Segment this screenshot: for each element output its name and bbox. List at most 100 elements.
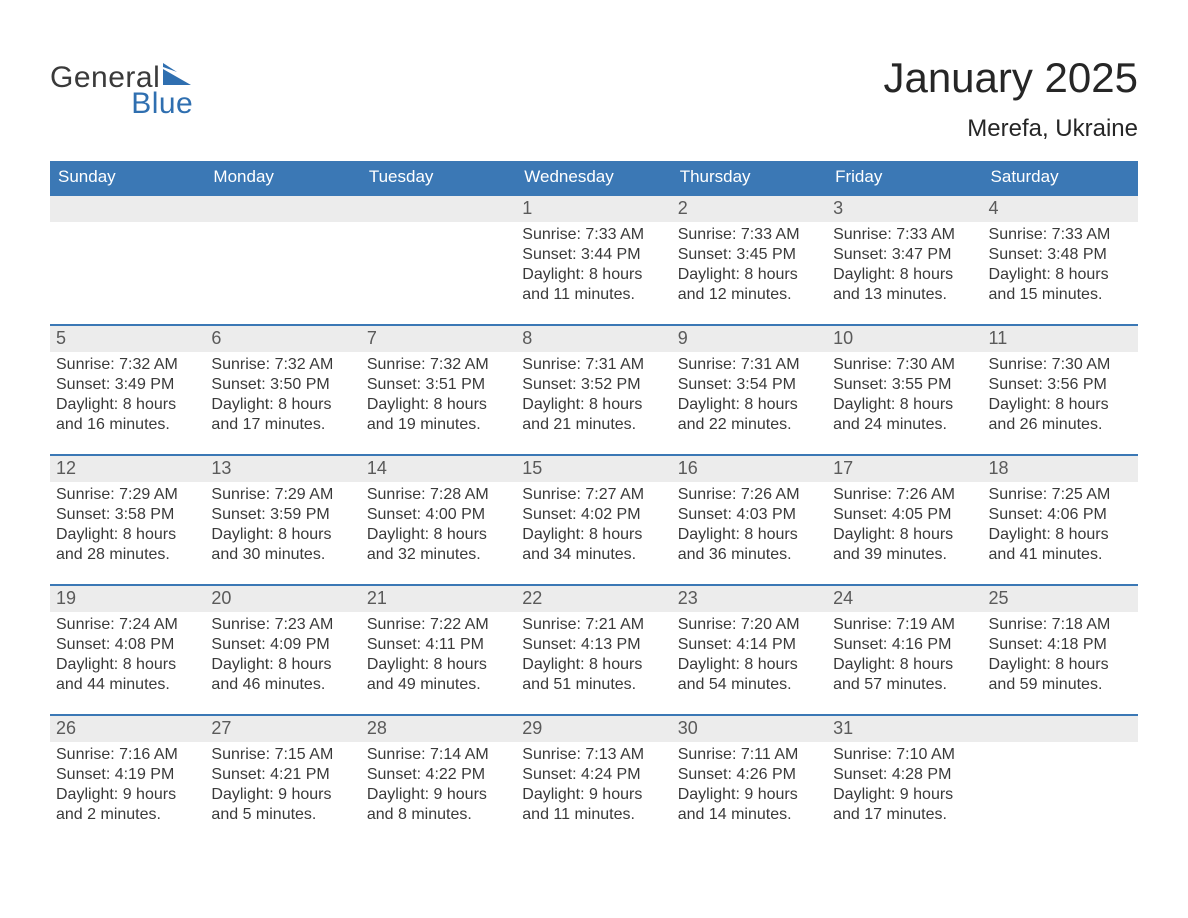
day-line: Sunrise: 7:26 AM xyxy=(833,485,976,505)
day-body-row: Sunrise: 7:29 AMSunset: 3:58 PMDaylight:… xyxy=(50,482,1138,584)
day-body: Sunrise: 7:27 AMSunset: 4:02 PMDaylight:… xyxy=(516,482,671,576)
day-number: 21 xyxy=(361,586,516,612)
day-line: Daylight: 8 hours xyxy=(833,655,976,675)
day-body-row: Sunrise: 7:24 AMSunset: 4:08 PMDaylight:… xyxy=(50,612,1138,714)
logo-text: General Blue xyxy=(50,61,193,119)
day-number: 11 xyxy=(983,326,1138,352)
day-body: Sunrise: 7:29 AMSunset: 3:58 PMDaylight:… xyxy=(50,482,205,576)
day-line: Sunset: 3:45 PM xyxy=(678,245,821,265)
day-body: Sunrise: 7:14 AMSunset: 4:22 PMDaylight:… xyxy=(361,742,516,836)
day-line: Sunrise: 7:10 AM xyxy=(833,745,976,765)
day-line: Sunrise: 7:23 AM xyxy=(211,615,354,635)
day-number: 3 xyxy=(827,196,982,222)
day-number: 25 xyxy=(983,586,1138,612)
day-line: Sunrise: 7:31 AM xyxy=(522,355,665,375)
day-number: 4 xyxy=(983,196,1138,222)
day-body xyxy=(50,222,205,316)
day-line: Sunrise: 7:22 AM xyxy=(367,615,510,635)
day-line: and 30 minutes. xyxy=(211,545,354,565)
week-row: 262728293031Sunrise: 7:16 AMSunset: 4:19… xyxy=(50,714,1138,844)
day-line: Sunset: 4:28 PM xyxy=(833,765,976,785)
day-line: and 14 minutes. xyxy=(678,805,821,825)
day-line: Sunrise: 7:29 AM xyxy=(56,485,199,505)
day-line: and 13 minutes. xyxy=(833,285,976,305)
day-line: Sunset: 4:06 PM xyxy=(989,505,1132,525)
day-line: and 41 minutes. xyxy=(989,545,1132,565)
day-line: Daylight: 8 hours xyxy=(522,265,665,285)
day-line: Daylight: 8 hours xyxy=(989,395,1132,415)
day-body: Sunrise: 7:10 AMSunset: 4:28 PMDaylight:… xyxy=(827,742,982,836)
day-line: Daylight: 8 hours xyxy=(211,655,354,675)
day-number: 26 xyxy=(50,716,205,742)
day-line: Sunrise: 7:31 AM xyxy=(678,355,821,375)
day-line: Sunset: 3:49 PM xyxy=(56,375,199,395)
day-line: Sunset: 4:09 PM xyxy=(211,635,354,655)
day-line: Sunset: 4:13 PM xyxy=(522,635,665,655)
day-line: Sunset: 4:02 PM xyxy=(522,505,665,525)
title-block: January 2025 Merefa, Ukraine xyxy=(883,55,1138,143)
day-number: 31 xyxy=(827,716,982,742)
day-line: Daylight: 8 hours xyxy=(522,655,665,675)
weeks-container: 1234Sunrise: 7:33 AMSunset: 3:44 PMDayli… xyxy=(50,194,1138,844)
day-line: and 21 minutes. xyxy=(522,415,665,435)
day-line: Daylight: 8 hours xyxy=(989,525,1132,545)
logo-word2: Blue xyxy=(50,89,193,119)
day-line: Daylight: 9 hours xyxy=(522,785,665,805)
day-line: and 22 minutes. xyxy=(678,415,821,435)
day-number: 27 xyxy=(205,716,360,742)
day-line: Sunrise: 7:11 AM xyxy=(678,745,821,765)
day-body: Sunrise: 7:32 AMSunset: 3:49 PMDaylight:… xyxy=(50,352,205,446)
day-body: Sunrise: 7:23 AMSunset: 4:09 PMDaylight:… xyxy=(205,612,360,706)
day-line: and 32 minutes. xyxy=(367,545,510,565)
day-line: and 2 minutes. xyxy=(56,805,199,825)
day-body: Sunrise: 7:21 AMSunset: 4:13 PMDaylight:… xyxy=(516,612,671,706)
day-line: Sunrise: 7:33 AM xyxy=(989,225,1132,245)
day-line: Daylight: 9 hours xyxy=(56,785,199,805)
day-line: Daylight: 8 hours xyxy=(367,395,510,415)
day-number-row: 19202122232425 xyxy=(50,586,1138,612)
day-line: Sunrise: 7:21 AM xyxy=(522,615,665,635)
day-line: Daylight: 8 hours xyxy=(367,525,510,545)
day-number: 1 xyxy=(516,196,671,222)
month-title: January 2025 xyxy=(883,55,1138,101)
day-line: Sunrise: 7:19 AM xyxy=(833,615,976,635)
day-body-row: Sunrise: 7:16 AMSunset: 4:19 PMDaylight:… xyxy=(50,742,1138,844)
day-line: Sunset: 3:48 PM xyxy=(989,245,1132,265)
week-row: 1234Sunrise: 7:33 AMSunset: 3:44 PMDayli… xyxy=(50,194,1138,324)
day-line: and 51 minutes. xyxy=(522,675,665,695)
day-line: and 11 minutes. xyxy=(522,805,665,825)
day-line: Daylight: 8 hours xyxy=(522,395,665,415)
day-line: and 49 minutes. xyxy=(367,675,510,695)
day-line: and 59 minutes. xyxy=(989,675,1132,695)
day-line: Sunrise: 7:26 AM xyxy=(678,485,821,505)
day-number-row: 1234 xyxy=(50,196,1138,222)
day-body: Sunrise: 7:30 AMSunset: 3:56 PMDaylight:… xyxy=(983,352,1138,446)
day-body: Sunrise: 7:26 AMSunset: 4:05 PMDaylight:… xyxy=(827,482,982,576)
day-line: Sunset: 4:00 PM xyxy=(367,505,510,525)
day-number xyxy=(50,196,205,222)
day-body: Sunrise: 7:11 AMSunset: 4:26 PMDaylight:… xyxy=(672,742,827,836)
day-number: 5 xyxy=(50,326,205,352)
day-number: 14 xyxy=(361,456,516,482)
day-line: Sunrise: 7:16 AM xyxy=(56,745,199,765)
day-line: and 36 minutes. xyxy=(678,545,821,565)
day-body xyxy=(361,222,516,316)
day-line: Sunset: 4:16 PM xyxy=(833,635,976,655)
day-line: Daylight: 9 hours xyxy=(833,785,976,805)
day-body: Sunrise: 7:33 AMSunset: 3:45 PMDaylight:… xyxy=(672,222,827,316)
day-number: 29 xyxy=(516,716,671,742)
day-body: Sunrise: 7:31 AMSunset: 3:52 PMDaylight:… xyxy=(516,352,671,446)
day-line: Daylight: 9 hours xyxy=(211,785,354,805)
day-line: Sunrise: 7:24 AM xyxy=(56,615,199,635)
day-body: Sunrise: 7:13 AMSunset: 4:24 PMDaylight:… xyxy=(516,742,671,836)
day-number: 13 xyxy=(205,456,360,482)
day-line: and 54 minutes. xyxy=(678,675,821,695)
day-line: and 15 minutes. xyxy=(989,285,1132,305)
day-body: Sunrise: 7:28 AMSunset: 4:00 PMDaylight:… xyxy=(361,482,516,576)
day-line: Daylight: 8 hours xyxy=(678,525,821,545)
day-body: Sunrise: 7:22 AMSunset: 4:11 PMDaylight:… xyxy=(361,612,516,706)
day-number: 24 xyxy=(827,586,982,612)
day-line: and 34 minutes. xyxy=(522,545,665,565)
day-line: Sunset: 4:19 PM xyxy=(56,765,199,785)
day-line: Sunset: 4:14 PM xyxy=(678,635,821,655)
